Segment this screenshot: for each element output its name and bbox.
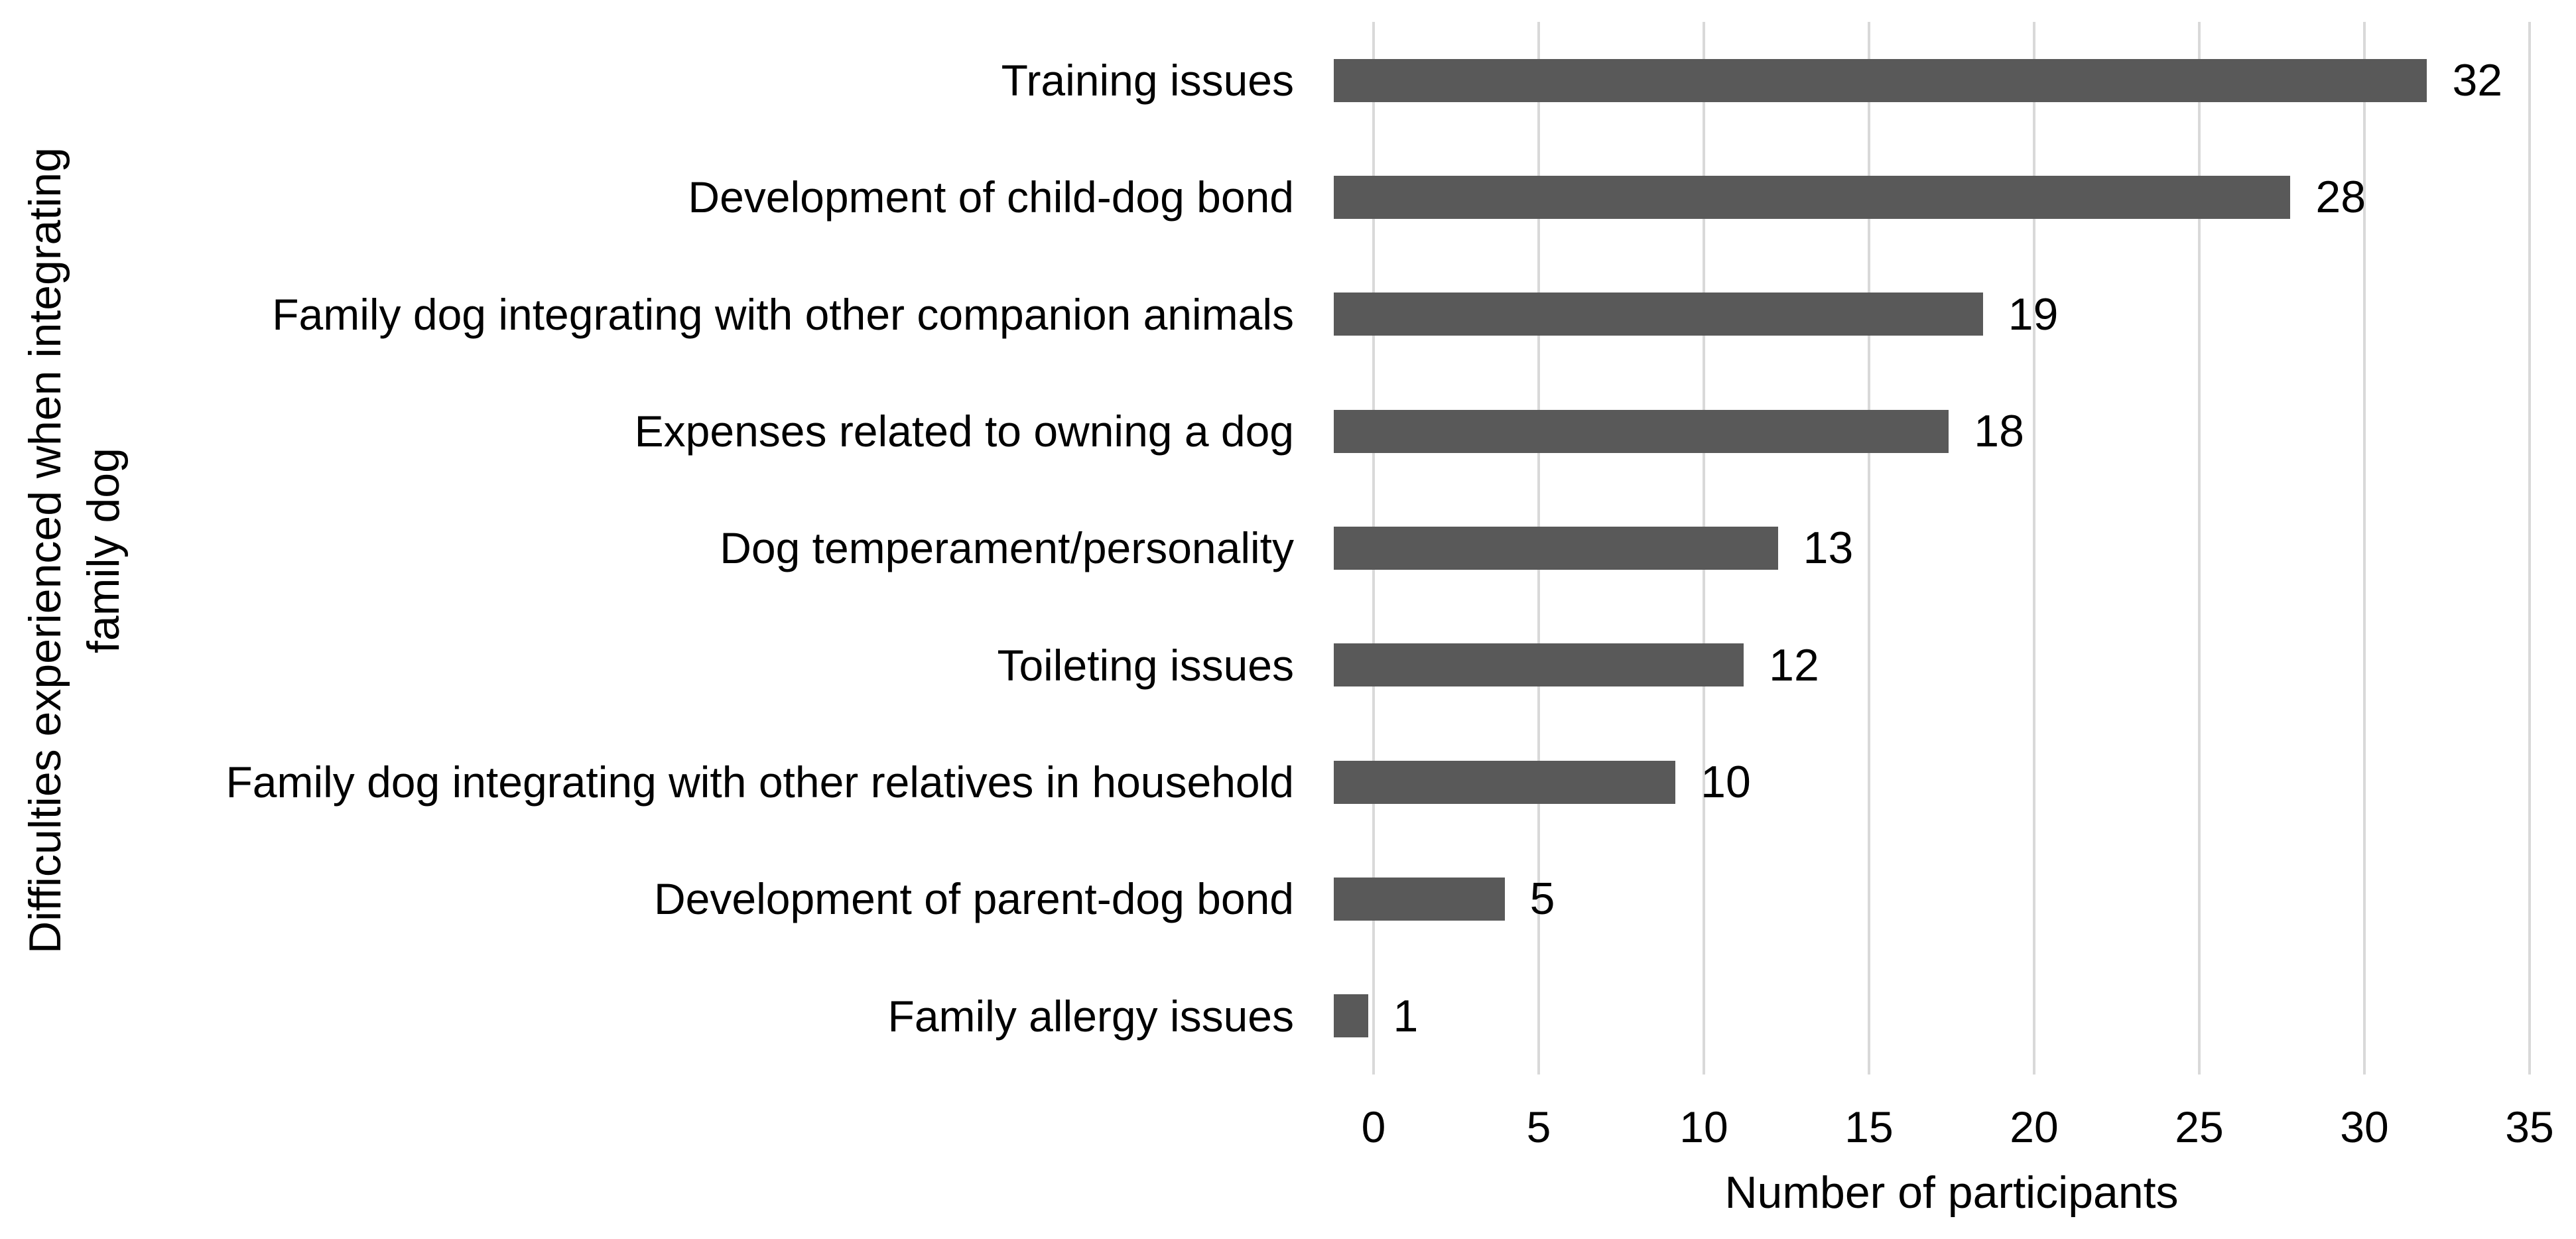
- bar-row: Family dog integrating with other compan…: [0, 256, 2530, 373]
- bar-row: Family dog integrating with other relati…: [0, 724, 2530, 840]
- x-axis-tick-label: 10: [1679, 1102, 1728, 1151]
- category-label: Development of parent-dog bond: [654, 874, 1294, 924]
- x-axis-tick-label: 0: [1361, 1102, 1386, 1151]
- bar-row: Toileting issues 12: [0, 607, 2530, 724]
- bar-track: 13: [1334, 489, 2530, 606]
- bar: [1334, 643, 1744, 687]
- category-label: Toileting issues: [997, 640, 1294, 690]
- gridline: [2033, 22, 2035, 1075]
- bar-rows: Training issues 32 Development of child-…: [0, 22, 2530, 1075]
- x-axis-tick-label: 25: [2175, 1102, 2224, 1151]
- category-label: Family dog integrating with other compan…: [272, 289, 1294, 339]
- category-label: Family dog integrating with other relati…: [225, 757, 1294, 807]
- x-axis-tick-label: 30: [2340, 1102, 2389, 1151]
- bar-value-label: 18: [1974, 406, 2024, 457]
- bar-track: 1: [1334, 958, 2530, 1075]
- bar-value-label: 1: [1393, 990, 1419, 1041]
- bar-value-label: 32: [2452, 55, 2503, 106]
- bar-row: Development of parent-dog bond 5: [0, 840, 2530, 957]
- bar: [1334, 293, 1983, 336]
- category-label: Development of child-dog bond: [688, 172, 1294, 222]
- bar-track: 5: [1334, 840, 2530, 957]
- bar: [1334, 526, 1778, 570]
- bar-row: Development of child-dog bond 28: [0, 139, 2530, 255]
- bar-row: Dog temperament/personality 13: [0, 489, 2530, 606]
- gridline: [2198, 22, 2201, 1075]
- gridline: [2528, 22, 2531, 1075]
- bar-track: 12: [1334, 607, 2530, 724]
- bar-track: 19: [1334, 256, 2530, 373]
- bar: [1334, 877, 1505, 921]
- bar-value-label: 13: [1803, 523, 1854, 574]
- bar: [1334, 760, 1676, 804]
- x-axis-tick-label: 5: [1526, 1102, 1551, 1151]
- x-axis-tick-label: 35: [2505, 1102, 2554, 1151]
- bar-track: 10: [1334, 724, 2530, 840]
- category-label: Family allergy issues: [887, 991, 1295, 1041]
- bar: [1334, 175, 2291, 219]
- bar: [1334, 409, 1949, 453]
- bar-value-label: 10: [1701, 757, 1751, 808]
- bar-row: Family allergy issues 1: [0, 958, 2530, 1075]
- bar-row: Expenses related to owning a dog 18: [0, 373, 2530, 489]
- category-label: Expenses related to owning a dog: [634, 406, 1294, 456]
- gridline: [1868, 22, 1870, 1075]
- x-axis-ticks: 0 5 10 15 20 25 30 35: [1362, 1102, 2554, 1151]
- x-axis-title: Number of participants: [1724, 1167, 2179, 1218]
- x-axis-tick-label: 20: [2010, 1102, 2059, 1151]
- category-label: Training issues: [1001, 55, 1294, 105]
- bar-row: Training issues 32: [0, 22, 2530, 139]
- category-label: Dog temperament/personality: [720, 523, 1294, 573]
- bar-track: 28: [1334, 139, 2530, 255]
- x-axis-tick-label: 15: [1844, 1102, 1894, 1151]
- bar-track: 18: [1334, 373, 2530, 489]
- bar-value-label: 28: [2315, 172, 2366, 223]
- bar-value-label: 19: [2008, 289, 2059, 340]
- bar-value-label: 12: [1769, 639, 1819, 690]
- gridline: [2363, 22, 2366, 1075]
- bar: [1334, 58, 2427, 102]
- bar-value-label: 5: [1529, 874, 1555, 925]
- bar: [1334, 994, 1368, 1038]
- bar-track: 32: [1334, 22, 2530, 139]
